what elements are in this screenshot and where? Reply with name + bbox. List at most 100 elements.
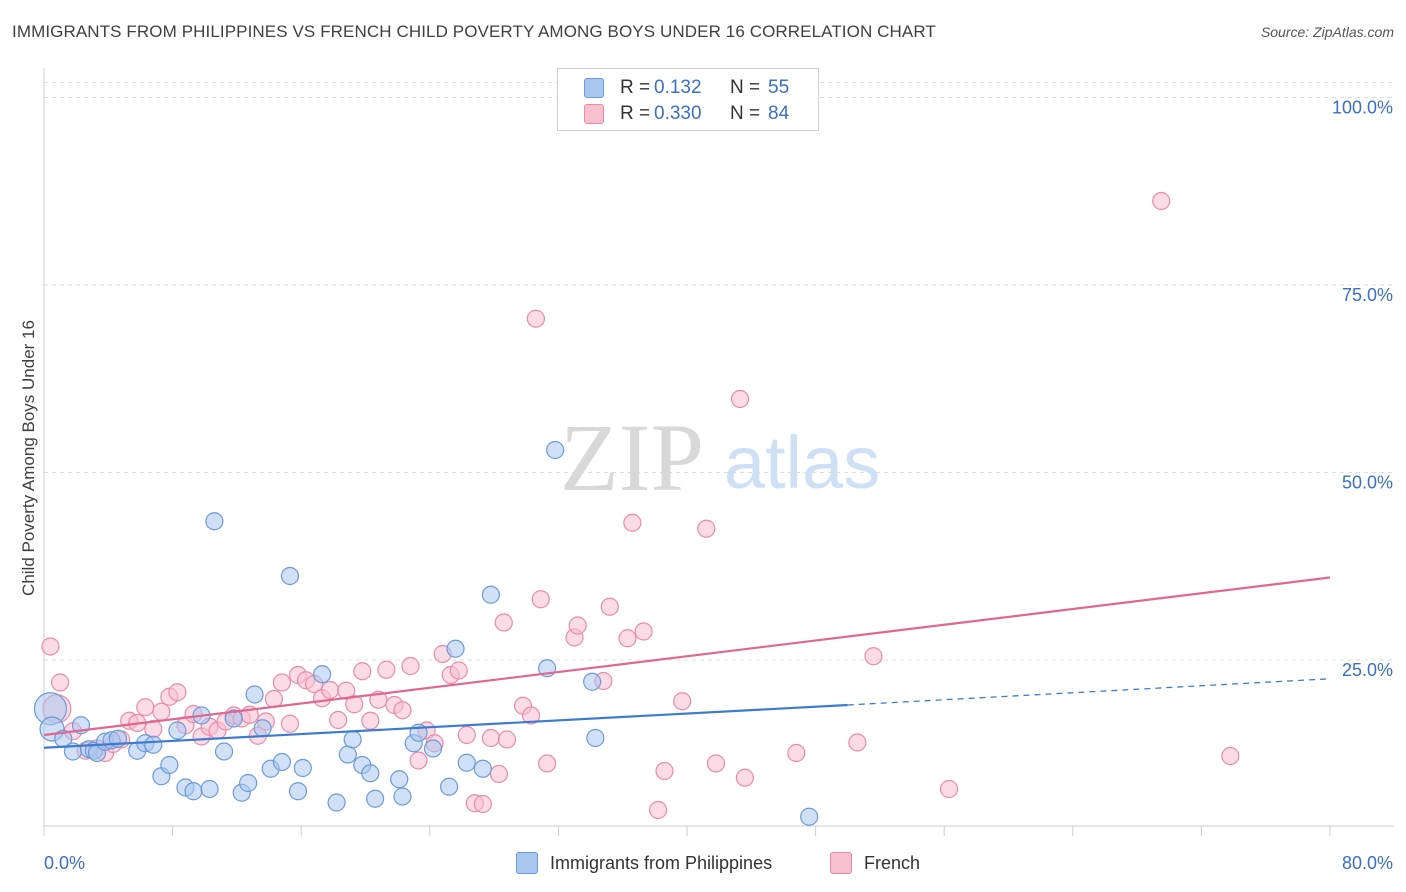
y-axis-label: Child Poverty Among Boys Under 16	[19, 320, 38, 596]
series-legend: Immigrants from Philippines French	[0, 852, 1406, 876]
point-french	[531, 590, 550, 609]
point-french	[168, 683, 187, 702]
point-philippines	[184, 782, 203, 801]
legend-r-value: 0.330	[654, 103, 702, 124]
legend-swatch-philippines	[516, 852, 538, 874]
point-philippines	[224, 709, 243, 728]
point-philippines	[293, 758, 312, 778]
legend-label-french: French	[864, 852, 921, 873]
point-french	[41, 637, 60, 656]
point-philippines	[390, 770, 409, 789]
trend-line-philippines-extension	[847, 678, 1331, 706]
point-philippines	[361, 764, 380, 783]
point-french	[568, 616, 587, 635]
point-philippines	[144, 735, 163, 754]
y-tick-label: 100.0%	[1332, 98, 1393, 118]
point-philippines	[473, 759, 492, 778]
legend-n-label: N =	[730, 77, 761, 98]
legend-item-french: French	[830, 852, 920, 874]
point-philippines	[338, 745, 357, 764]
point-french	[787, 743, 806, 763]
point-french	[655, 761, 674, 781]
x-tick-label: 0.0%	[44, 853, 85, 873]
point-french	[280, 714, 300, 733]
point-philippines	[446, 639, 465, 658]
point-french	[521, 706, 541, 725]
point-philippines	[423, 739, 443, 758]
point-french	[494, 613, 513, 632]
point-philippines	[457, 753, 476, 772]
point-philippines	[343, 730, 362, 749]
legend-r-label: R =	[620, 103, 651, 124]
legend-n-label: N =	[730, 103, 761, 124]
point-french	[473, 794, 492, 814]
trend-lines	[43, 576, 1331, 749]
point-french	[393, 701, 412, 720]
point-french	[136, 698, 155, 717]
point-french	[648, 800, 668, 820]
point-french	[449, 661, 468, 680]
legend-n-value: 55	[768, 77, 790, 98]
point-philippines	[168, 721, 187, 740]
point-french	[152, 702, 171, 721]
point-french	[730, 389, 750, 409]
point-french	[634, 622, 653, 641]
x-tick-label: 80.0%	[1342, 853, 1393, 873]
point-french	[1152, 191, 1171, 211]
point-philippines	[272, 752, 292, 772]
point-philippines	[214, 742, 234, 761]
legend-swatch-french	[830, 852, 852, 874]
point-french	[329, 710, 348, 730]
point-french	[345, 695, 364, 714]
point-philippines	[393, 787, 412, 806]
point-philippines	[205, 512, 224, 531]
point-philippines	[288, 782, 308, 801]
point-philippines	[800, 807, 819, 826]
point-french	[377, 660, 396, 679]
point-philippines	[312, 665, 332, 684]
point-french	[457, 725, 476, 745]
point-french	[353, 662, 372, 681]
point-philippines	[439, 777, 459, 796]
point-philippines	[583, 672, 602, 691]
legend-row-french: R = 0.330 N = 84	[584, 102, 789, 126]
point-french	[673, 692, 692, 711]
legend-swatch-philippines	[584, 78, 604, 98]
watermark: ZIP atlas	[560, 404, 880, 511]
point-french	[361, 711, 380, 730]
source-label: Source: ZipAtlas.com	[1260, 24, 1394, 40]
point-french	[538, 754, 557, 773]
point-french	[600, 597, 619, 616]
point-french	[864, 647, 883, 666]
legend-label-philippines: Immigrants from Philippines	[550, 852, 773, 873]
correlation-legend: R = 0.132 N = 55 R = 0.330 N = 84	[557, 68, 819, 131]
point-philippines	[245, 685, 264, 704]
point-french	[409, 751, 428, 770]
point-french	[623, 513, 642, 532]
point-french	[618, 629, 637, 648]
point-french	[735, 768, 754, 787]
legend-swatch-french	[584, 104, 604, 124]
legend-item-philippines: Immigrants from Philippines	[516, 852, 772, 874]
point-french	[939, 779, 959, 799]
y-tick-label: 25.0%	[1342, 660, 1393, 680]
legend-row-philippines: R = 0.132 N = 55	[584, 76, 790, 100]
trend-line-french	[43, 576, 1331, 737]
point-philippines	[546, 440, 565, 460]
point-philippines	[200, 779, 219, 799]
point-french	[697, 519, 716, 538]
point-philippines	[253, 719, 272, 738]
chart-title: IMMIGRANTS FROM PHILIPPINES VS FRENCH CH…	[12, 22, 936, 41]
point-philippines	[239, 773, 258, 793]
point-french	[264, 689, 283, 709]
point-philippines	[280, 566, 300, 586]
trend-line-philippines	[43, 703, 848, 749]
point-french	[50, 673, 70, 692]
data-points	[33, 191, 1240, 826]
y-tick-label: 75.0%	[1342, 285, 1393, 305]
point-french	[526, 309, 545, 328]
legend-r-label: R =	[620, 77, 651, 98]
point-french	[272, 673, 292, 692]
point-philippines	[481, 585, 500, 604]
point-french	[321, 680, 340, 700]
